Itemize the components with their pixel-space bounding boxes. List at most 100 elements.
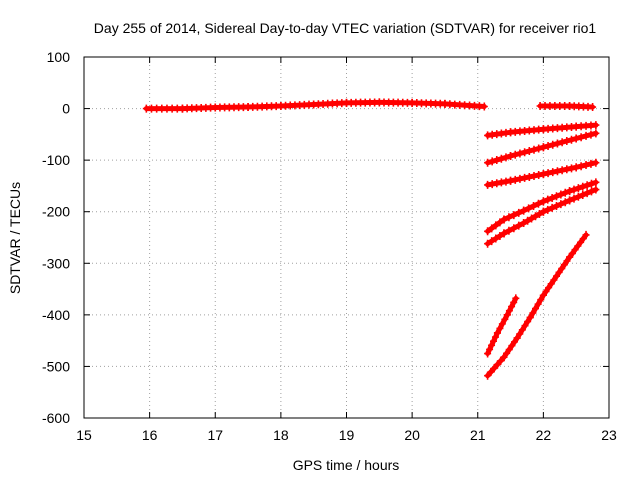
data-point xyxy=(515,221,523,230)
data-point xyxy=(496,218,504,227)
data-point xyxy=(480,102,488,111)
series-line xyxy=(485,232,589,379)
data-point xyxy=(587,130,595,139)
data-point xyxy=(574,192,582,201)
data-point xyxy=(484,180,492,189)
series-track-1 xyxy=(142,98,488,113)
data-point xyxy=(548,193,556,202)
data-point xyxy=(570,185,578,194)
data-point xyxy=(525,204,533,213)
data-point xyxy=(488,157,496,166)
data-point xyxy=(539,197,547,206)
y-tick-label: 100 xyxy=(47,49,71,65)
data-point xyxy=(484,227,492,236)
data-point xyxy=(493,328,501,337)
data-point xyxy=(530,145,538,154)
data-point xyxy=(518,325,526,334)
data-point xyxy=(532,212,539,221)
series-track-5 xyxy=(484,158,600,189)
data-point xyxy=(526,313,534,322)
data-point xyxy=(487,367,495,376)
x-tick-label: 23 xyxy=(601,427,617,443)
data-point xyxy=(530,202,538,211)
x-tick-label: 21 xyxy=(470,427,486,443)
data-point xyxy=(539,170,547,179)
data-point xyxy=(521,148,529,157)
data-point xyxy=(563,136,571,145)
data-point xyxy=(589,103,597,112)
series-track-4 xyxy=(484,129,600,167)
x-tick-label: 19 xyxy=(339,427,355,443)
data-point xyxy=(484,239,492,248)
data-point xyxy=(528,214,536,223)
y-tick-label: -200 xyxy=(42,204,70,220)
data-point xyxy=(553,202,560,211)
data-point xyxy=(582,230,590,239)
data-point xyxy=(492,221,500,230)
data-point xyxy=(484,371,492,380)
data-point xyxy=(582,131,590,140)
data-point xyxy=(544,141,552,150)
data-point xyxy=(515,208,523,217)
x-tick-label: 18 xyxy=(273,427,289,443)
data-point xyxy=(503,310,511,319)
data-point xyxy=(510,298,518,307)
data-point xyxy=(496,324,504,333)
data-point xyxy=(507,176,515,185)
data-point xyxy=(488,180,496,189)
data-point xyxy=(572,134,580,143)
y-tick-label: -500 xyxy=(42,358,70,374)
data-point xyxy=(488,237,496,246)
data-point xyxy=(520,206,528,215)
data-point xyxy=(579,190,587,199)
data-point xyxy=(566,187,574,196)
data-point xyxy=(488,341,496,350)
data-point xyxy=(488,224,496,233)
data-point xyxy=(505,213,513,222)
data-point xyxy=(493,179,501,188)
series-track-7 xyxy=(484,185,600,248)
data-point xyxy=(582,161,590,170)
data-point xyxy=(525,172,533,181)
data-point xyxy=(493,360,501,369)
data-point xyxy=(490,337,497,346)
series-track-8 xyxy=(484,294,520,358)
data-point xyxy=(592,178,600,187)
data-point xyxy=(516,149,524,158)
data-point xyxy=(534,199,542,208)
data-point xyxy=(574,184,582,193)
data-point xyxy=(500,215,508,224)
data-point xyxy=(588,179,595,188)
y-tick-label: 0 xyxy=(62,101,70,117)
x-tick-label: 16 xyxy=(142,427,158,443)
data-point xyxy=(491,333,499,342)
data-point xyxy=(498,319,506,328)
chart-title: Day 255 of 2014, Sidereal Day-to-day VTE… xyxy=(94,20,597,36)
data-point xyxy=(496,231,504,240)
series-track-6 xyxy=(484,178,600,236)
data-point xyxy=(570,194,578,203)
data-point xyxy=(521,173,529,182)
x-tick-label: 17 xyxy=(207,427,223,443)
data-point xyxy=(512,294,520,303)
series-track-3 xyxy=(484,121,600,140)
grid-layer xyxy=(84,57,609,418)
series-track-2 xyxy=(536,101,597,112)
data-point xyxy=(568,164,575,173)
data-point xyxy=(516,174,524,183)
data-point xyxy=(553,139,561,148)
data-point xyxy=(544,195,552,204)
data-point xyxy=(539,207,547,216)
data-point xyxy=(524,317,532,326)
data-point xyxy=(534,300,542,309)
data-point xyxy=(539,143,547,152)
data-point xyxy=(557,200,565,209)
data-point xyxy=(548,203,556,212)
data-point xyxy=(505,306,513,315)
x-tick-label: 15 xyxy=(76,427,92,443)
data-point xyxy=(588,187,595,196)
data-point xyxy=(592,129,600,138)
data-point xyxy=(561,198,569,207)
data-point xyxy=(544,169,552,178)
y-tick-label: -300 xyxy=(42,255,70,271)
